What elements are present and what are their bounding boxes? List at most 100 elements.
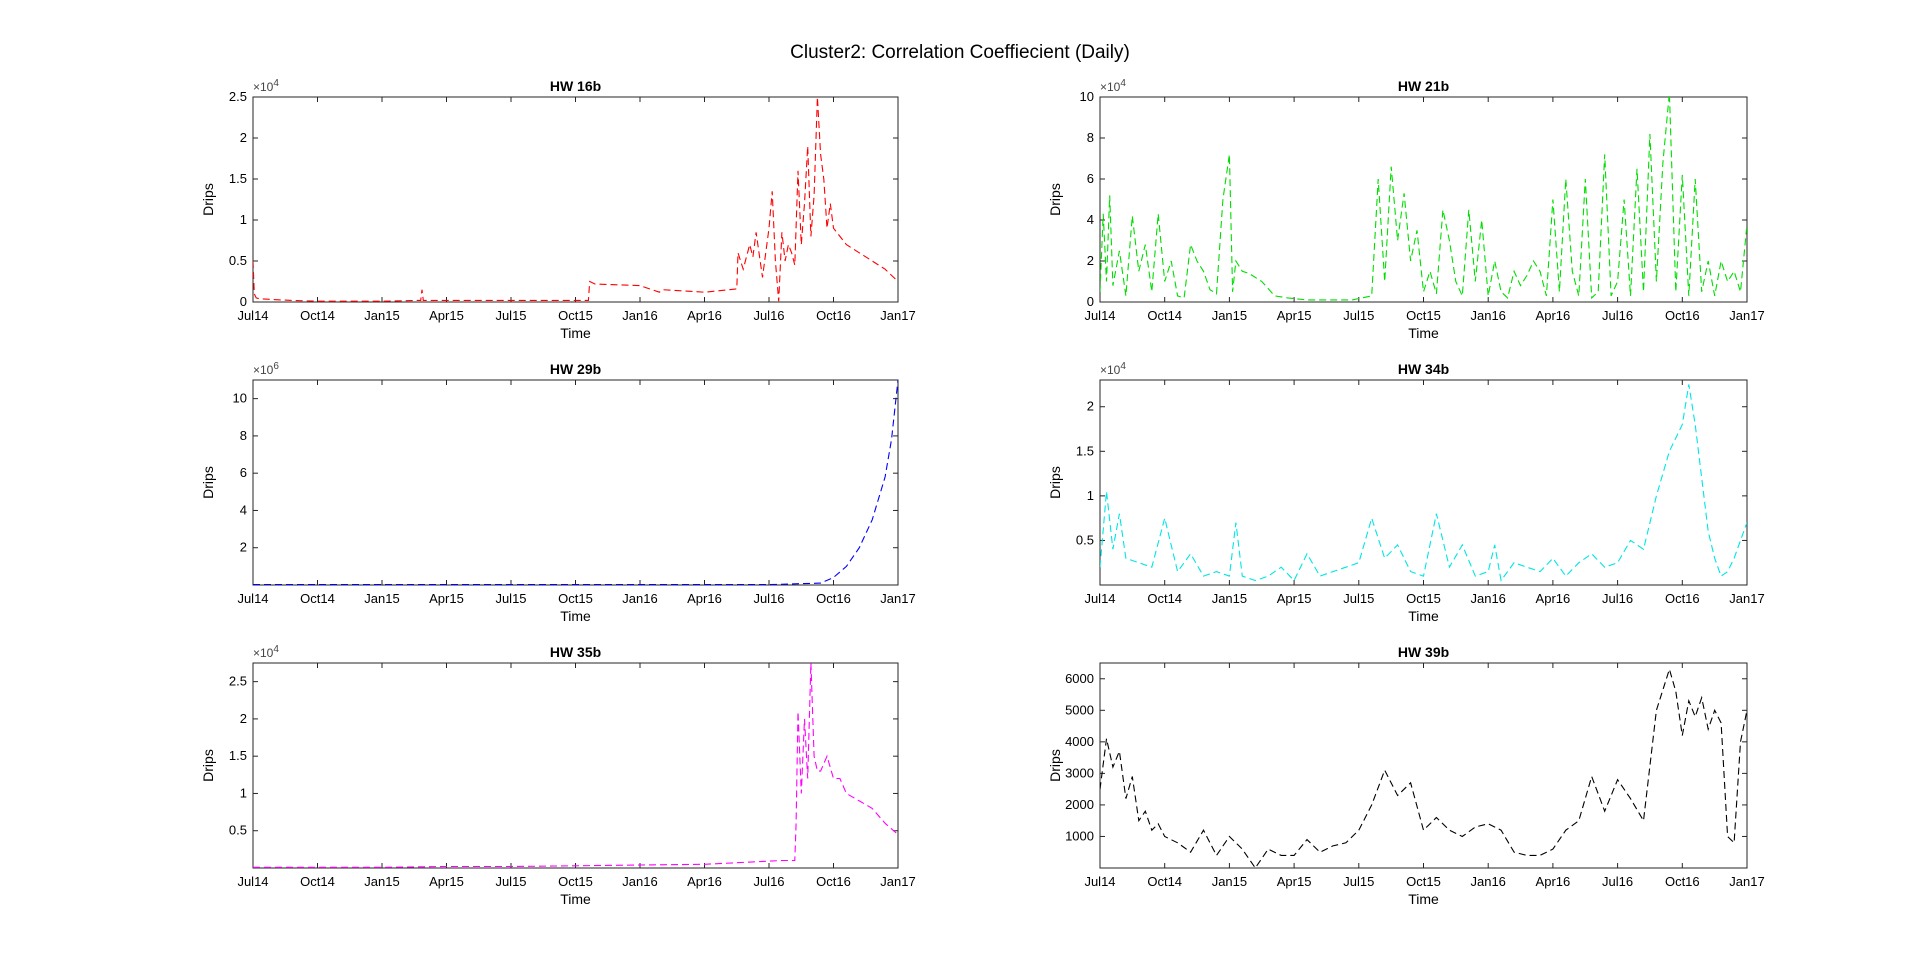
y-tick-label: 0 — [1087, 294, 1094, 309]
y-tick-label: 2 — [240, 540, 247, 555]
y-axis-label: Drips — [1047, 183, 1063, 216]
x-tick-label: Jan15 — [364, 308, 399, 323]
y-axis-label: Drips — [1047, 466, 1063, 499]
x-tick-label: Jan17 — [880, 308, 915, 323]
series-line-1 — [1100, 667, 1747, 868]
x-tick-label: Jan16 — [622, 874, 657, 889]
y-tick-label: 2.5 — [229, 674, 247, 689]
x-tick-label: Jan16 — [622, 591, 657, 606]
x-tick-label: Apr15 — [1277, 874, 1312, 889]
x-tick-label: Oct16 — [1665, 308, 1700, 323]
x-tick-label: Apr15 — [429, 591, 464, 606]
x-tick-label: Oct14 — [300, 874, 335, 889]
x-tick-label: Jan15 — [1212, 308, 1247, 323]
x-tick-label: Oct16 — [816, 308, 851, 323]
x-axis-label: Time — [560, 325, 591, 341]
x-tick-label: Jul14 — [237, 874, 268, 889]
x-tick-label: Jan15 — [1212, 591, 1247, 606]
axes-box — [252, 96, 899, 303]
x-axis-label: Time — [560, 891, 591, 907]
x-tick-label: Jan15 — [364, 874, 399, 889]
series-line-1 — [1100, 97, 1747, 301]
axes-box — [1099, 662, 1748, 869]
y-tick-label: 1.5 — [229, 748, 247, 763]
x-tick-label: Apr16 — [1536, 874, 1571, 889]
y-tick-label: 1.5 — [1076, 443, 1094, 458]
y-exponent-label: ×104 — [253, 644, 279, 660]
y-tick-label: 6 — [1087, 171, 1094, 186]
x-tick-label: Apr15 — [429, 308, 464, 323]
y-tick-label: 6000 — [1065, 671, 1094, 686]
subplot-title: HW 39b — [1398, 644, 1449, 660]
x-tick-label: Jan15 — [364, 591, 399, 606]
x-tick-label: Jul15 — [1343, 874, 1374, 889]
y-axis-label: Drips — [200, 466, 216, 499]
x-tick-label: Apr16 — [687, 308, 722, 323]
y-axis-label: Drips — [1047, 749, 1063, 782]
x-tick-label: Jul14 — [1084, 874, 1115, 889]
subplot-title: HW 34b — [1398, 361, 1449, 377]
subplot-title: HW 29b — [550, 361, 601, 377]
subplot-title: HW 16b — [550, 78, 601, 94]
series-line-1 — [253, 380, 898, 585]
y-tick-label: 4000 — [1065, 734, 1094, 749]
x-tick-label: Jul14 — [1084, 591, 1115, 606]
y-exponent-label: ×106 — [253, 361, 279, 377]
x-tick-label: Jul16 — [753, 591, 784, 606]
y-tick-label: 2 — [1087, 253, 1094, 268]
x-tick-label: Apr16 — [1536, 308, 1571, 323]
subplot-3: HW 29b ×106 Jul14 Oct14 Jan15 Apr15 Jul15 Oct15… — [200, 361, 916, 624]
y-tick-label: 4 — [240, 502, 247, 517]
x-tick-label: Oct15 — [1406, 591, 1441, 606]
y-tick-label: 2.5 — [229, 89, 247, 104]
x-tick-label: Apr16 — [687, 874, 722, 889]
x-tick-label: Jul15 — [1343, 308, 1374, 323]
x-tick-label: Jul14 — [1084, 308, 1115, 323]
x-tick-label: Oct16 — [1665, 874, 1700, 889]
subplot-6: HW 39b Jul14 Oct14 Jan15 Apr15 Jul15 Oct15 Jan1… — [1047, 644, 1765, 907]
x-tick-label: Oct14 — [300, 308, 335, 323]
x-tick-label: Jul16 — [1602, 874, 1633, 889]
x-tick-label: Jan16 — [1470, 308, 1505, 323]
x-axis-label: Time — [1408, 608, 1439, 624]
y-tick-label: 1000 — [1065, 828, 1094, 843]
y-exponent-label: ×104 — [1100, 361, 1126, 377]
y-exponent-label: ×104 — [253, 78, 279, 94]
x-tick-label: Apr15 — [1277, 308, 1312, 323]
subplot-4: HW 34b ×104 Jul14 Oct14 Jan15 Apr15 Jul15 Oct15… — [1047, 361, 1765, 624]
y-tick-label: 0 — [240, 294, 247, 309]
series-line-1 — [253, 663, 898, 868]
axes-box — [1099, 96, 1748, 303]
x-tick-label: Jul16 — [753, 308, 784, 323]
x-tick-label: Jan17 — [880, 591, 915, 606]
x-tick-label: Oct16 — [816, 874, 851, 889]
y-tick-label: 0.5 — [229, 823, 247, 838]
y-tick-label: 1 — [240, 212, 247, 227]
y-axis-label: Drips — [200, 749, 216, 782]
series-line-1 — [1100, 384, 1747, 582]
x-tick-label: Jan15 — [1212, 874, 1247, 889]
axes-box — [1099, 379, 1748, 586]
x-tick-label: Jan16 — [622, 308, 657, 323]
y-exponent-label: ×104 — [1100, 78, 1126, 94]
series-line-1 — [253, 97, 898, 302]
x-tick-label: Apr16 — [687, 591, 722, 606]
x-tick-label: Apr16 — [1536, 591, 1571, 606]
y-tick-label: 4 — [1087, 212, 1094, 227]
y-tick-label: 10 — [1080, 89, 1094, 104]
x-tick-label: Jan16 — [1470, 874, 1505, 889]
x-tick-label: Oct15 — [1406, 308, 1441, 323]
x-tick-label: Oct15 — [558, 308, 593, 323]
y-tick-label: 1.5 — [229, 171, 247, 186]
subplot-5: HW 35b ×104 Jul14 Oct14 Jan15 Apr15 Jul15 Oct15… — [200, 644, 916, 907]
x-tick-label: Jul16 — [1602, 308, 1633, 323]
axes-box — [252, 662, 899, 869]
x-tick-label: Oct14 — [300, 591, 335, 606]
x-tick-label: Jan17 — [1729, 308, 1764, 323]
x-tick-label: Oct16 — [816, 591, 851, 606]
y-tick-label: 0.5 — [1076, 532, 1094, 547]
y-tick-label: 3000 — [1065, 765, 1094, 780]
y-tick-label: 8 — [240, 428, 247, 443]
y-tick-label: 10 — [233, 391, 247, 406]
